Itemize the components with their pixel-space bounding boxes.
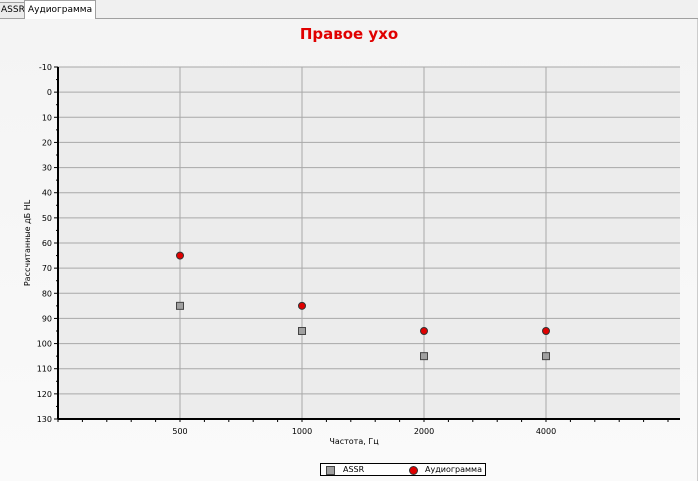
y-tick-label: 80 [42,289,52,298]
y-tick-label: 50 [42,214,52,223]
y-tick-label: 20 [42,138,52,147]
y-tick-label: 10 [42,113,52,122]
legend-assr-marker [326,466,335,475]
x-tick-label: 500 [172,427,187,436]
y-tick-label: 0 [47,88,52,97]
point-audiogram [542,327,550,335]
point-assr [176,301,184,310]
y-tick-label: 130 [37,415,52,424]
point-audiogram [298,301,306,310]
y-tick-label: -10 [39,63,52,72]
legend-audiogram-marker [409,466,418,475]
y-tick-label: 40 [42,189,52,198]
y-tick-label: 120 [37,390,52,399]
x-tick-label: 4000 [536,427,556,436]
y-tick-label: 30 [42,164,52,173]
x-tick-label: 1000 [292,427,312,436]
x-tick-label: 2000 [414,427,434,436]
tab-bar: ASSR Аудиограмма [0,0,698,19]
y-tick-label: 110 [37,365,52,374]
point-assr [420,352,428,361]
y-tick-label: 70 [42,264,52,273]
y-tick-label: 90 [42,314,52,323]
legend: ASSR Аудиограмма [320,463,486,476]
point-assr [542,352,550,361]
y-tick-label: 100 [37,340,52,349]
legend-assr-label: ASSR [343,465,365,474]
y-tick-label: 60 [42,239,52,248]
legend-audiogram-label: Аудиограмма [425,465,482,474]
point-assr [298,327,306,335]
tab-audiogram[interactable]: Аудиограмма [24,0,97,19]
point-audiogram [420,327,428,335]
point-audiogram [176,251,184,260]
y-axis-label: Рассчитанные дБ HL [23,199,32,286]
x-axis-label: Частота, Гц [329,437,379,446]
chart-title: Правое ухо [299,25,399,43]
